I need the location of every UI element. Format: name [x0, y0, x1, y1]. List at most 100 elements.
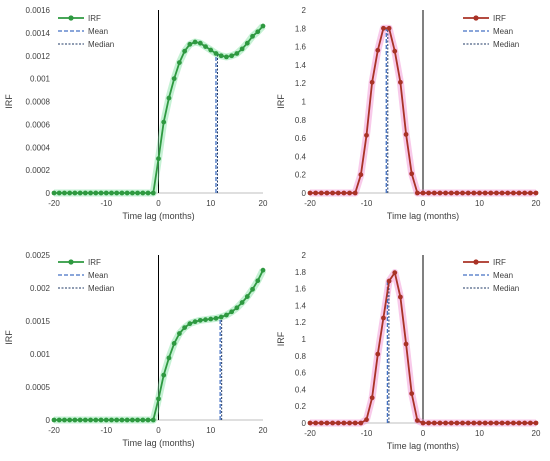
data-point [103, 190, 109, 196]
data-point [516, 190, 522, 196]
legend-median-label: Median [88, 40, 114, 49]
data-point [255, 278, 261, 284]
data-point [471, 420, 477, 426]
data-point [511, 420, 516, 426]
data-point [244, 294, 250, 299]
legend-irf-label: IRF [88, 258, 101, 267]
data-point [307, 420, 313, 426]
data-point [260, 267, 266, 273]
data-point [82, 190, 88, 196]
data-point [443, 190, 448, 196]
x-tick-label: -10 [361, 429, 373, 438]
data-point [51, 417, 57, 423]
x-tick-label: 0 [421, 199, 426, 208]
data-point [511, 190, 516, 196]
data-point [114, 417, 120, 423]
y-tick-label: 0.001 [30, 75, 51, 84]
data-point [533, 190, 539, 196]
legend-irf-label: IRF [493, 258, 506, 267]
data-point [488, 190, 494, 196]
data-point [330, 420, 335, 426]
data-point [358, 420, 364, 426]
data-point [88, 417, 93, 423]
data-point [129, 417, 135, 423]
data-point [187, 41, 193, 47]
data-point [533, 420, 539, 426]
data-point [499, 190, 505, 196]
legend-mean-label: Mean [493, 27, 513, 36]
x-tick-label: -10 [100, 426, 112, 435]
data-point [213, 51, 219, 56]
x-tick-label: 10 [206, 199, 215, 208]
y-tick-label: 0.002 [30, 284, 51, 293]
data-point [177, 60, 182, 66]
y-tick-label: 0.0016 [26, 6, 51, 15]
y-tick-label: 0.8 [295, 116, 307, 125]
data-point [224, 54, 229, 60]
chart-3: 0 0.0005 0.001 0.0015 0.002 0.0025 -20 -10 0 10 20… [4, 251, 268, 448]
data-point [56, 190, 62, 196]
y-axis-label: IRF [4, 330, 14, 345]
y-tick-label: 1.4 [295, 61, 307, 70]
y-tick-label: 0 [46, 416, 51, 425]
data-point [465, 420, 471, 426]
data-point [398, 79, 403, 85]
data-point [103, 417, 109, 423]
y-tick-label: 0.0012 [26, 52, 51, 61]
x-tick-label: 20 [532, 199, 541, 208]
data-point [182, 48, 188, 54]
legend-mean-label: Mean [88, 27, 108, 36]
data-point [358, 172, 364, 178]
data-point [229, 53, 235, 59]
data-point [77, 190, 83, 196]
data-point [161, 372, 167, 378]
data-point [426, 420, 432, 426]
x-tick-label: 10 [206, 426, 215, 435]
legend-mean-label: Mean [88, 271, 108, 280]
y-tick-label: 0.4 [295, 385, 307, 394]
data-point [177, 331, 182, 336]
data-point [145, 190, 151, 196]
y-tick-label: 1.2 [295, 318, 307, 327]
data-point [171, 341, 177, 346]
data-point [477, 420, 482, 426]
data-point [364, 417, 369, 423]
data-point [140, 417, 146, 423]
y-tick-label: 0.0005 [26, 383, 51, 392]
x-tick-label: 0 [421, 429, 426, 438]
data-point [72, 417, 78, 423]
data-point [187, 321, 193, 327]
legend-irf-label: IRF [493, 14, 506, 23]
data-point [62, 190, 67, 196]
data-point [409, 391, 415, 396]
data-point [375, 47, 381, 53]
y-tick-label: 0.6 [295, 369, 307, 378]
data-point [239, 46, 245, 52]
data-point [203, 44, 208, 49]
data-point [166, 95, 172, 101]
data-point [420, 190, 426, 196]
data-point [437, 420, 443, 426]
y-tick-label: 0.2 [295, 171, 307, 180]
data-point [381, 25, 386, 31]
data-point [135, 417, 141, 423]
data-point [341, 420, 347, 426]
y-axis-label: IRF [276, 94, 286, 109]
data-point [213, 315, 219, 321]
data-point [369, 79, 375, 85]
data-point [454, 420, 460, 426]
data-point [414, 418, 420, 423]
y-axis-label: IRF [4, 94, 14, 109]
y-tick-label: 0.0006 [26, 120, 51, 129]
data-point [318, 190, 324, 196]
legend-irf-marker [68, 15, 74, 21]
y-tick-label: 0 [302, 419, 307, 428]
y-tick-label: 0.0025 [26, 251, 51, 260]
data-point [234, 305, 240, 311]
data-point [208, 316, 214, 322]
data-point [330, 190, 335, 196]
y-tick-label: 0.0014 [26, 29, 51, 38]
x-tick-label: -20 [48, 199, 60, 208]
y-tick-label: 1.8 [295, 268, 307, 277]
data-point [239, 300, 245, 305]
